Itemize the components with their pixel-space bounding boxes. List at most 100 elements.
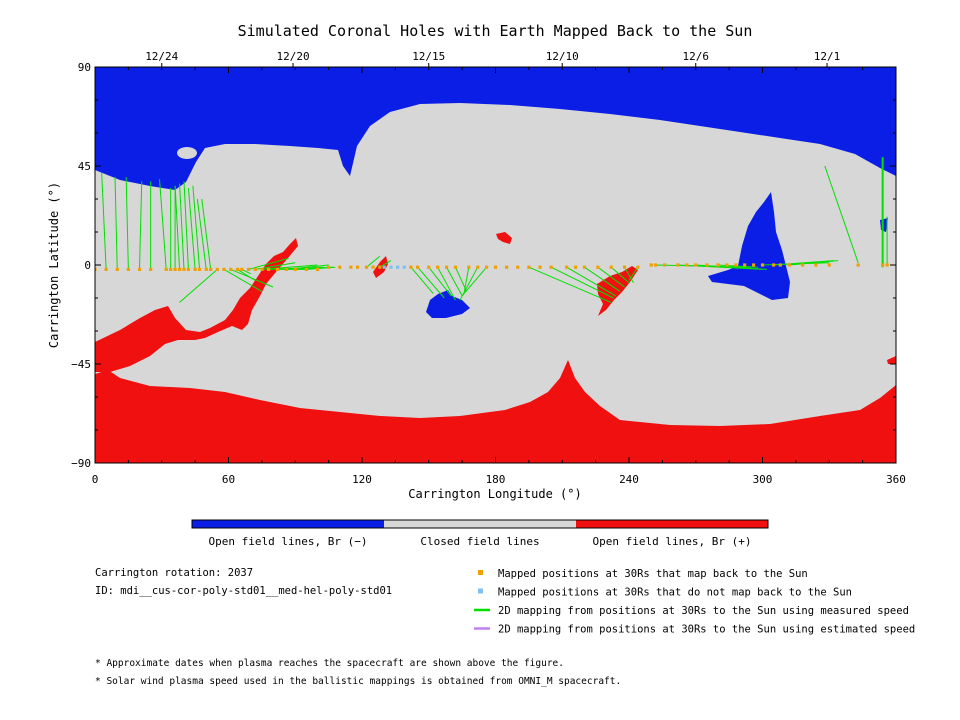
south-west-band <box>95 238 298 372</box>
mapped-point-orange <box>705 263 709 267</box>
mapping-line <box>628 266 639 281</box>
colorbar-segment <box>384 520 576 528</box>
mapped-point-orange <box>493 265 498 269</box>
mapping-line <box>201 198 212 270</box>
mapped-point-orange <box>338 265 342 269</box>
mapped-point-orange <box>275 267 280 271</box>
mapped-point-orange <box>787 263 791 267</box>
positive-sliver-east <box>887 356 896 364</box>
mapped-point-orange <box>197 267 202 271</box>
mapping-line <box>597 266 625 288</box>
x-tick-label: 60 <box>222 473 235 486</box>
mapped-point-orange <box>266 267 271 271</box>
y-tick-label: −45 <box>71 358 91 371</box>
mapped-point-orange <box>95 267 97 271</box>
mapping-line <box>717 264 759 268</box>
mapped-point-orange <box>505 265 509 269</box>
x-tick-label: 300 <box>753 473 773 486</box>
north-polar-hole <box>95 67 896 190</box>
mapped-point-orange <box>371 265 375 269</box>
mapped-point-orange <box>596 265 600 269</box>
mapped-point-orange <box>409 265 413 269</box>
x-tick-label: 180 <box>486 473 506 486</box>
mapping-line <box>248 257 289 270</box>
mapping-line <box>139 181 143 270</box>
mapped-point-orange <box>685 263 689 267</box>
mapped-point-orange <box>193 267 197 271</box>
mapping-line <box>125 176 129 270</box>
date-tick-label: 12/20 <box>276 50 309 63</box>
mapping-line <box>114 176 118 270</box>
mapped-point-orange <box>436 265 440 269</box>
y-tick-label: 45 <box>78 160 91 173</box>
mapping-line <box>237 268 256 281</box>
mapping-line <box>824 165 859 263</box>
mapped-point-orange <box>885 263 889 267</box>
mapping-line <box>174 185 181 270</box>
mapped-point-orange <box>716 263 720 267</box>
legend-label: Mapped positions at 30Rs that do not map… <box>498 587 852 599</box>
colorbar-segment <box>576 520 768 528</box>
mapped-point-orange <box>654 263 658 267</box>
mapped-point-orange <box>186 267 191 271</box>
mapping-line <box>446 266 463 297</box>
mapped-point-blue <box>389 265 393 269</box>
date-tick-label: 12/1 <box>814 50 841 63</box>
mapped-point-orange <box>549 265 553 269</box>
mapped-point-orange <box>622 265 627 269</box>
mapped-point-orange <box>694 263 698 267</box>
mapped-point-orange <box>169 267 173 271</box>
mapped-point-orange <box>378 265 382 269</box>
legend-marker <box>478 570 483 575</box>
date-tick-label: 12/6 <box>683 50 710 63</box>
mapped-point-orange <box>364 265 369 269</box>
colorbar-segment <box>192 520 384 528</box>
mapped-point-orange <box>734 263 738 267</box>
mapped-point-orange <box>485 265 489 269</box>
mapped-point-orange <box>649 263 653 267</box>
footnote: * Solar wind plasma speed used in the ba… <box>95 676 621 687</box>
mapped-point-orange <box>760 263 765 267</box>
legend-label: Mapped positions at 30Rs that map back t… <box>498 568 808 580</box>
legend-marker <box>478 588 483 594</box>
mapped-point-blue <box>382 265 386 269</box>
mapped-point-orange <box>209 267 213 271</box>
date-tick-label: 12/15 <box>412 50 445 63</box>
mapped-point-orange <box>582 265 587 269</box>
mapped-point-orange <box>137 267 142 271</box>
mapped-point-blue <box>402 265 406 269</box>
mapped-point-orange <box>444 265 449 269</box>
x-axis-label: Carrington Longitude (°) <box>408 487 581 501</box>
mapping-line <box>286 264 329 270</box>
mapping-line <box>789 260 839 266</box>
mapped-point-orange <box>527 265 531 269</box>
mapped-point-orange <box>304 267 308 271</box>
x-tick-label: 240 <box>619 473 639 486</box>
mapped-point-orange <box>284 267 288 271</box>
mapped-point-orange <box>115 267 119 271</box>
legend-label: 2D mapping from positions at 30Rs to the… <box>498 605 909 617</box>
mapping-line <box>624 266 634 283</box>
mapped-point-orange <box>222 267 226 271</box>
mapping-line <box>417 266 445 299</box>
mapped-point-orange <box>881 263 885 267</box>
x-tick-label: 0 <box>92 473 99 486</box>
negative-hole-east <box>708 192 790 300</box>
mapping-line <box>550 266 614 299</box>
mapping-line <box>101 172 107 270</box>
carrington-rotation: Carrington rotation: 2037 <box>95 567 253 579</box>
mapped-point-orange <box>476 265 480 269</box>
mapped-point-orange <box>240 267 244 271</box>
mapping-line <box>196 198 207 270</box>
mapped-point-orange <box>516 265 520 269</box>
mapping-line <box>187 187 196 270</box>
mapped-point-orange <box>235 267 239 271</box>
mapping-line <box>437 266 456 301</box>
mapped-point-orange <box>800 263 805 267</box>
mapping-line <box>159 179 167 270</box>
mapping-line <box>610 266 630 283</box>
colorbar-frame <box>191 519 769 529</box>
mapped-point-orange <box>349 265 353 269</box>
y-tick-label: 90 <box>78 61 91 74</box>
mapped-point-orange <box>416 265 420 269</box>
